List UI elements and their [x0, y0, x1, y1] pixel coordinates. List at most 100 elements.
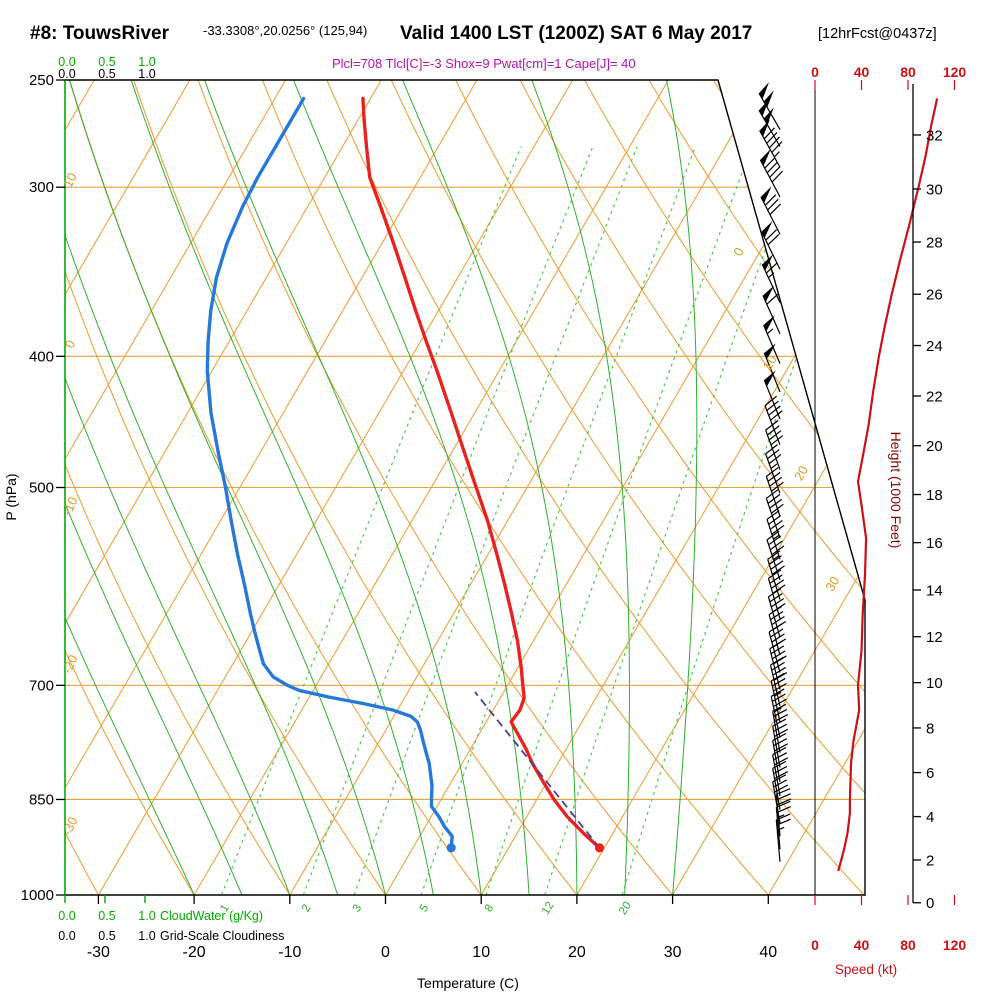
wind-barb	[760, 149, 782, 197]
tick-label: 700	[29, 677, 54, 694]
indices-line: Plcl=708 Tlcl[C]=-3 Shox=9 Pwat[cm]=1 Ca…	[332, 56, 636, 71]
tick-label: 5	[418, 903, 432, 915]
tick-label: 120	[943, 937, 967, 953]
moist-adiabat-line	[401, 77, 577, 895]
tick-label: 20	[791, 463, 811, 483]
dry-adiabat-line	[134, 80, 600, 924]
tick-label: 8	[926, 720, 934, 737]
tick-label: -10	[59, 494, 81, 517]
tick-label: 10	[926, 675, 943, 692]
tick-label: 3	[351, 903, 365, 915]
tick-label: 0.0	[58, 909, 75, 923]
mixing-ratio-line	[303, 147, 592, 895]
chart-layers: 0246810121416182022242628303225030040050…	[0, 55, 1000, 961]
tick-label: 26	[926, 287, 943, 304]
tick-label: 28	[926, 235, 943, 252]
moist-adiabat-line	[531, 77, 630, 895]
tick-label: 12	[540, 900, 557, 917]
tick-label: 22	[926, 388, 943, 405]
tick-label: 0	[62, 338, 79, 351]
tick-label: 30	[926, 181, 943, 198]
tick-label: 0.5	[98, 909, 115, 923]
tick-label: 250	[29, 72, 54, 89]
mixing-ratio-line	[622, 147, 869, 895]
tick-label: -30	[87, 944, 110, 961]
tick-label: 0	[811, 937, 819, 953]
dry-adiabat-line	[971, 80, 1000, 924]
tick-label: -30	[59, 814, 81, 837]
dry-adiabat-line	[842, 80, 1000, 924]
tick-label: 0	[381, 944, 390, 961]
pressure-axis-label: P (hPa)	[3, 473, 19, 520]
mixing-ratio-line	[222, 147, 521, 895]
tick-label: 120	[943, 64, 967, 80]
mixing-ratio-line	[421, 147, 695, 895]
speed-axis-label: Speed (kt)	[835, 962, 897, 977]
tick-label: 10	[472, 944, 490, 961]
tick-label: 0	[926, 895, 934, 912]
dry-adiabat-line	[649, 80, 1000, 924]
tick-label: 1.0	[138, 67, 155, 81]
tick-label: 32	[926, 127, 943, 144]
tick-label: 0.0	[58, 929, 75, 943]
cloudiness-axis-label: Grid-Scale Cloudiness	[160, 929, 284, 943]
tick-label: 40	[854, 937, 870, 953]
tick-label: 6	[926, 765, 934, 782]
tick-label: 14	[926, 583, 943, 600]
tick-label: -10	[278, 944, 301, 961]
tick-label: 300	[29, 179, 54, 196]
tick-label: 0.0	[58, 67, 75, 81]
dewpoint-trace	[207, 99, 452, 848]
tick-label: -20	[183, 944, 206, 961]
moist-adiabat-line	[69, 77, 386, 895]
tick-label: 20	[617, 900, 634, 917]
tick-label: 30	[822, 574, 842, 594]
mixing-ratio-line	[486, 147, 752, 895]
dry-adiabat-line	[263, 80, 794, 924]
tick-label: 40	[854, 64, 870, 80]
tick-label: 20	[926, 438, 943, 455]
tick-label: 80	[900, 937, 916, 953]
tick-label: 1.0	[138, 909, 155, 923]
station-coords: -33.3308°,20.0256° (125,94)	[203, 23, 367, 38]
tick-label: 0.5	[98, 929, 115, 943]
tick-label: 850	[29, 791, 54, 808]
tick-label: 0	[730, 245, 747, 259]
wind-speed-trace	[838, 99, 937, 872]
station-title: #8: TouwsRiver	[30, 23, 170, 44]
tick-label: 40	[759, 944, 777, 961]
tick-label: 400	[29, 348, 54, 365]
pressure-axis: 250 300 400 500 700 850 1000	[21, 72, 65, 904]
height-axis-label: Height (1000 Feet)	[888, 432, 904, 549]
tick-label: -20	[59, 652, 81, 675]
tick-label: 2	[926, 852, 934, 869]
temperature-trace	[363, 99, 600, 848]
tick-label: 24	[926, 338, 943, 355]
forecast-tag: [12hrFcst@0437z]	[818, 26, 937, 42]
tick-label: 500	[29, 480, 54, 497]
temperature-axis-label: Temperature (C)	[417, 975, 519, 991]
surface-dewpoint-dot	[447, 843, 456, 852]
moist-adiabat-line	[292, 77, 529, 895]
dry-adiabat-line	[198, 80, 696, 924]
wind-barb	[759, 82, 780, 130]
tick-label: 1.0	[138, 929, 155, 943]
tick-label: 8	[483, 903, 497, 915]
tick-label: 18	[926, 487, 943, 504]
tick-label: 16	[926, 535, 943, 552]
valid-time: Valid 1400 LST (1200Z) SAT 6 May 2017	[400, 23, 752, 44]
wind-barb-column	[759, 82, 791, 862]
tick-label: 0	[811, 64, 819, 80]
tick-label: 12	[926, 629, 943, 646]
tick-label: 80	[900, 64, 916, 80]
dry-adiabat-line	[69, 80, 502, 924]
tick-label: 20	[568, 944, 586, 961]
cloudwater-axis-label: CloudWater (g/Kg)	[160, 909, 263, 923]
dry-adiabat-line	[713, 80, 1000, 924]
tick-label: 1000	[21, 887, 54, 904]
tick-label: 4	[926, 809, 934, 826]
tick-label: 2	[300, 903, 314, 915]
